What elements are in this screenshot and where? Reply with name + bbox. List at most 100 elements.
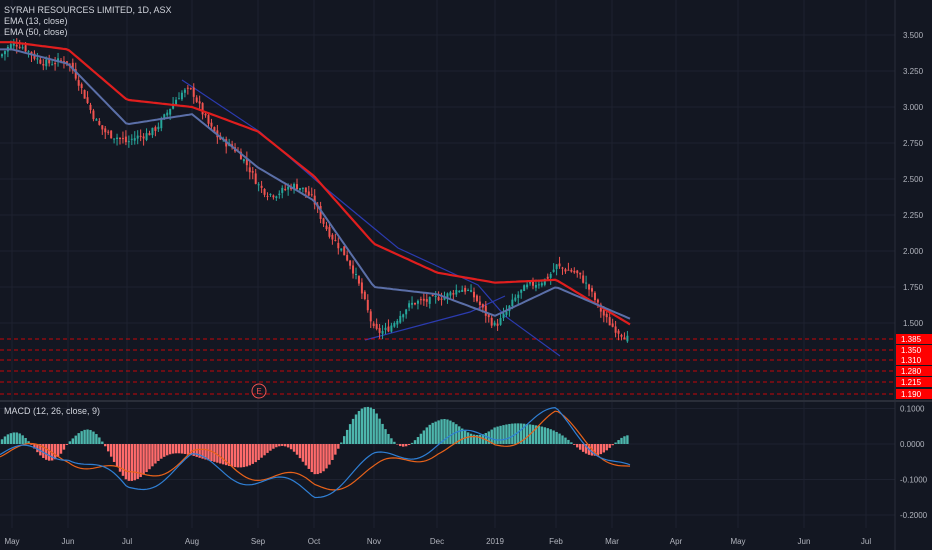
candle-down bbox=[343, 246, 346, 256]
macd-hist-bar bbox=[348, 424, 352, 444]
macd-hist-bar bbox=[9, 433, 13, 444]
macd-hist-bar bbox=[517, 423, 520, 444]
symbol-title[interactable]: SYRAH RESOURCES LIMITED, 1D, ASX bbox=[4, 5, 172, 15]
candle-down bbox=[192, 87, 195, 97]
main-legend: SYRAH RESOURCES LIMITED, 1D, ASX EMA (13… bbox=[4, 5, 172, 38]
price-tick-label: 2.000 bbox=[903, 247, 924, 256]
candle-up bbox=[163, 114, 166, 119]
candle-down bbox=[464, 287, 467, 292]
candle-down bbox=[86, 97, 89, 103]
candle-down bbox=[186, 87, 189, 89]
price-level-label: 1.215 bbox=[901, 378, 922, 387]
macd-hist-bar bbox=[80, 431, 83, 444]
price-level-label: 1.385 bbox=[901, 335, 922, 344]
candle-up bbox=[523, 285, 526, 291]
candle-down bbox=[357, 276, 360, 284]
candle-up bbox=[21, 47, 24, 49]
macd-hist-bar bbox=[581, 444, 585, 452]
candle-up bbox=[549, 273, 552, 278]
candle-down bbox=[92, 110, 95, 120]
macd-hist-bar bbox=[307, 444, 310, 469]
candle-down bbox=[74, 69, 77, 79]
macd-hist-bar bbox=[107, 444, 110, 452]
macd-hist-bar bbox=[570, 442, 573, 444]
macd-hist-bar bbox=[18, 433, 21, 444]
price-level-tag bbox=[896, 334, 932, 344]
macd-hist-bar bbox=[525, 424, 529, 444]
macd-hist-bar bbox=[375, 413, 378, 444]
candle-up bbox=[257, 184, 260, 186]
candle-down bbox=[328, 227, 331, 237]
macd-hist-bar bbox=[534, 425, 538, 444]
candle-up bbox=[520, 289, 523, 293]
macd-hist-bar bbox=[148, 444, 151, 470]
macd-hist-bar bbox=[71, 438, 74, 444]
macd-hist-bar bbox=[410, 442, 414, 444]
ema-fast-legend[interactable]: EMA (13, close) bbox=[4, 16, 68, 26]
macd-hist-bar bbox=[95, 434, 98, 444]
macd-hist-bar bbox=[163, 444, 166, 457]
candle-down bbox=[570, 269, 573, 272]
time-tick-label: Jul bbox=[861, 537, 871, 546]
time-axis[interactable]: May Jun Jul Aug Sep Oct Nov Dec 2019 Feb Mar Apr May… bbox=[4, 537, 871, 546]
price-axis[interactable]: 3.500 3.250 3.000 2.750 2.500 2.250 2.000 1.750… bbox=[903, 31, 924, 328]
candle-down bbox=[121, 138, 124, 140]
price-level-label: 1.350 bbox=[901, 346, 922, 355]
candle-up bbox=[151, 127, 154, 136]
candle-up bbox=[293, 183, 296, 189]
macd-hist-bar bbox=[484, 432, 487, 444]
candle-up bbox=[526, 284, 529, 288]
candle-up bbox=[242, 159, 245, 162]
candle-down bbox=[573, 270, 576, 273]
macd-hist-bar bbox=[136, 444, 139, 479]
candle-up bbox=[534, 284, 537, 288]
macd-hist-bar bbox=[33, 444, 36, 449]
candle-down bbox=[473, 291, 475, 298]
candle-up bbox=[458, 290, 461, 292]
event-marker[interactable]: E bbox=[251, 383, 267, 399]
candle-down bbox=[481, 304, 484, 308]
macd-hist-bar bbox=[508, 423, 511, 444]
candle-down bbox=[372, 323, 375, 327]
time-tick-label: Feb bbox=[549, 537, 563, 546]
macd-hist-bar bbox=[36, 444, 39, 453]
candle-down bbox=[579, 272, 582, 275]
candle-up bbox=[408, 303, 411, 308]
candle-up bbox=[449, 292, 452, 296]
macd-hist-bar bbox=[337, 444, 340, 449]
macd-hist-bar bbox=[546, 428, 549, 444]
support-trendline bbox=[364, 295, 506, 341]
price-level-tag bbox=[896, 389, 932, 399]
candle-up bbox=[175, 99, 178, 105]
macd-hist-bar bbox=[378, 418, 381, 444]
macd-hist-bar bbox=[304, 444, 308, 466]
macd-legend-label[interactable]: MACD (12, 26, close, 9) bbox=[4, 406, 101, 416]
macd-hist-bar bbox=[505, 424, 508, 444]
candle-up bbox=[381, 330, 384, 334]
macd-hist-bar bbox=[236, 444, 240, 468]
candle-up bbox=[3, 51, 6, 55]
candle-down bbox=[596, 299, 599, 303]
ema-slow-legend[interactable]: EMA (50, close) bbox=[4, 27, 68, 37]
macd-hist-bar bbox=[596, 444, 600, 456]
macd-hist-bar bbox=[584, 444, 588, 454]
macd-hist-bar bbox=[567, 439, 570, 444]
candle-down bbox=[360, 282, 363, 294]
candle-up bbox=[470, 290, 473, 292]
macd-axis[interactable]: 0.1000 0.0000 -0.1000 -0.2000 bbox=[900, 405, 928, 521]
macd-hist-bar bbox=[201, 444, 204, 459]
candle-up bbox=[434, 295, 437, 298]
candle-down bbox=[602, 310, 605, 316]
macd-tick-label: -0.2000 bbox=[900, 511, 928, 520]
candle-up bbox=[585, 282, 588, 284]
macd-hist-bar bbox=[461, 428, 464, 444]
macd-hist-bar bbox=[387, 433, 390, 444]
macd-hist-bar bbox=[369, 407, 372, 444]
candle-up bbox=[183, 89, 186, 93]
candle-down bbox=[363, 291, 366, 300]
macd-hist-bar bbox=[522, 423, 526, 444]
macd-hist-bar bbox=[466, 432, 470, 444]
macd-hist-bar bbox=[168, 444, 172, 455]
macd-hist-bar bbox=[3, 436, 7, 444]
